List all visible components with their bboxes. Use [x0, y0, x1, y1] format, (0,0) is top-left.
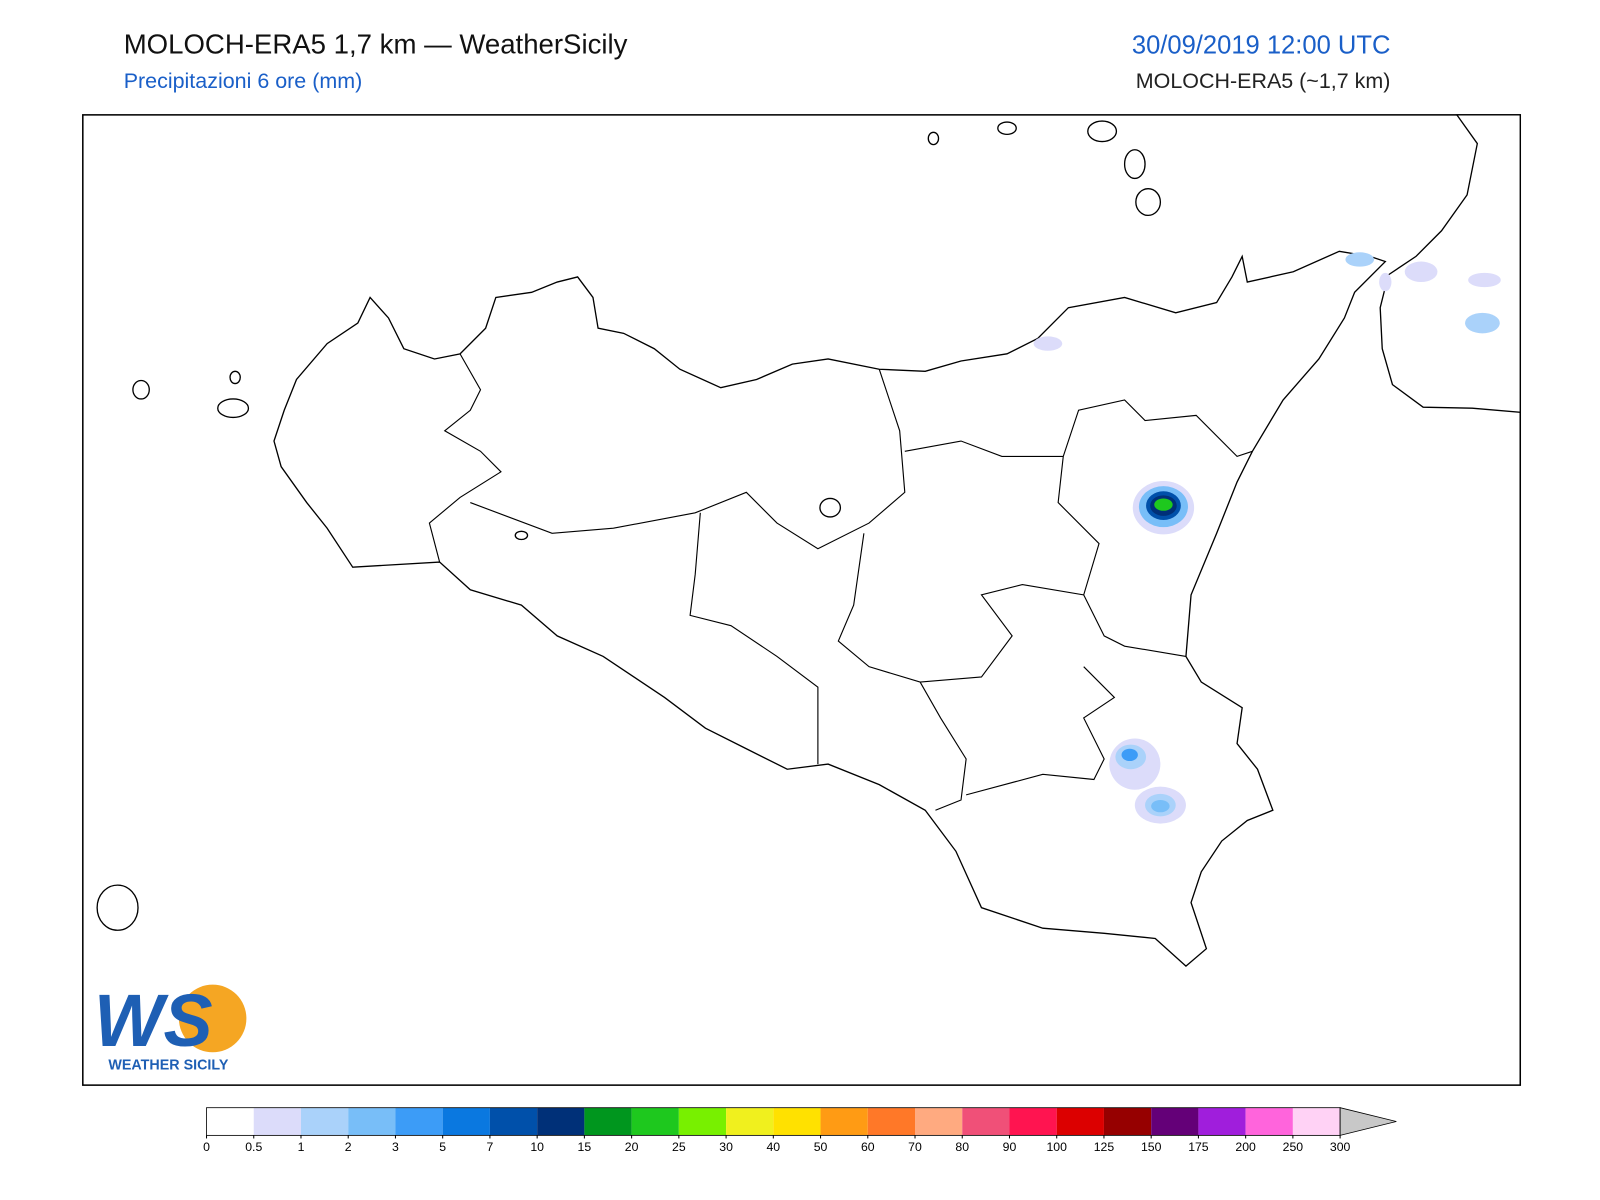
subtitle: Precipitazioni 6 ore (mm) [124, 69, 363, 93]
colorbar-segment [206, 1107, 254, 1136]
colorbar-tick-label: 10 [530, 1140, 544, 1154]
model: MOLOCH-ERA5 (~1,7 km) [1136, 69, 1391, 93]
colorbar-tick-label: 90 [1003, 1140, 1017, 1154]
colorbar-tick-label: 70 [908, 1140, 922, 1154]
date: 30/09/2019 12:00 UTC [1132, 31, 1391, 59]
colorbar-extend [1339, 1107, 1397, 1136]
sicily-coast [273, 250, 1387, 968]
colorbar-segment [300, 1107, 349, 1136]
colorbar-tick-label: 300 [1330, 1140, 1351, 1154]
islands [96, 120, 1162, 931]
colorbar-segment [1292, 1107, 1341, 1136]
colorbar-tick-label: 1 [298, 1140, 305, 1154]
colorbar-segment [820, 1107, 868, 1136]
colorbar-segment [915, 1107, 963, 1136]
colorbar-segment [1009, 1107, 1057, 1136]
precip-area [1033, 336, 1063, 351]
colorbar-tick-label: 20 [625, 1140, 639, 1154]
precip-area [1154, 498, 1173, 511]
colorbar-segment [395, 1107, 443, 1136]
colorbar-segment [867, 1107, 916, 1136]
title: MOLOCH-ERA5 1,7 km — WeatherSicily [124, 28, 628, 59]
colorbar-tick-label: 100 [1046, 1140, 1067, 1154]
province-borders [428, 353, 1253, 811]
precip-area [1345, 252, 1375, 267]
colorbar-tick-label: 175 [1188, 1140, 1209, 1154]
colorbar-tick-label: 25 [672, 1140, 686, 1154]
calabria-coast [1379, 114, 1521, 414]
precip-area [1379, 272, 1392, 292]
colorbar-tick-label: 40 [766, 1140, 780, 1154]
colorbar-segment [253, 1107, 301, 1136]
colorbar-tick-label: 125 [1094, 1140, 1115, 1154]
colorbar-tick-label: 2 [345, 1140, 352, 1154]
colorbar-tick-label: 200 [1235, 1140, 1256, 1154]
colorbar-tick-label: 5 [439, 1140, 446, 1154]
precip-area [1468, 272, 1501, 288]
logo-mark: WS [94, 979, 213, 1062]
colorbar-tick-label: 50 [814, 1140, 828, 1154]
colorbar-tick-label: 15 [578, 1140, 592, 1154]
precip-area [1151, 800, 1170, 813]
colorbar-segment [1151, 1107, 1199, 1136]
colorbar-segment [442, 1107, 490, 1136]
map [82, 114, 1522, 1086]
logo-sun [178, 984, 247, 1053]
colorbar-tick-label: 30 [719, 1140, 733, 1154]
colorbar-tick-label: 250 [1283, 1140, 1304, 1154]
colorbar-segment [489, 1107, 538, 1136]
colorbar-segment [773, 1107, 821, 1136]
colorbar-segment [962, 1107, 1010, 1136]
precip-area [1465, 312, 1500, 334]
colorbar-segment [1103, 1107, 1152, 1136]
colorbar-segment [631, 1107, 679, 1136]
logo: WS WEATHER SICILY [94, 979, 247, 1074]
colorbar-segment [726, 1107, 774, 1136]
colorbar-segment [1056, 1107, 1104, 1136]
colorbar-segment [1245, 1107, 1293, 1136]
colorbar-tick-label: 3 [392, 1140, 399, 1154]
colorbar-segment [348, 1107, 396, 1136]
colorbar-tick-label: 0.5 [245, 1140, 262, 1154]
colorbar-segment [678, 1107, 727, 1136]
logo-caption: WEATHER SICILY [108, 1058, 228, 1074]
precip-area [1121, 748, 1138, 762]
colorbar-segment [584, 1107, 632, 1136]
precip-fields [1033, 252, 1501, 824]
colorbar-segment [537, 1107, 585, 1136]
colorbar-tick-label: 80 [955, 1140, 969, 1154]
colorbar-tick-label: 60 [861, 1140, 875, 1154]
colorbar-segment [1198, 1107, 1246, 1136]
precip-area [1404, 261, 1438, 283]
colorbar: 0 0.5 1 2 3 5 7 10 15 20 25 30 40 50 60 70 80 90 100 125 150… [203, 1107, 1397, 1154]
colorbar-tick-label: 0 [203, 1140, 210, 1154]
colorbar-tick-label: 7 [487, 1140, 494, 1154]
colorbar-tick-label: 150 [1141, 1140, 1162, 1154]
